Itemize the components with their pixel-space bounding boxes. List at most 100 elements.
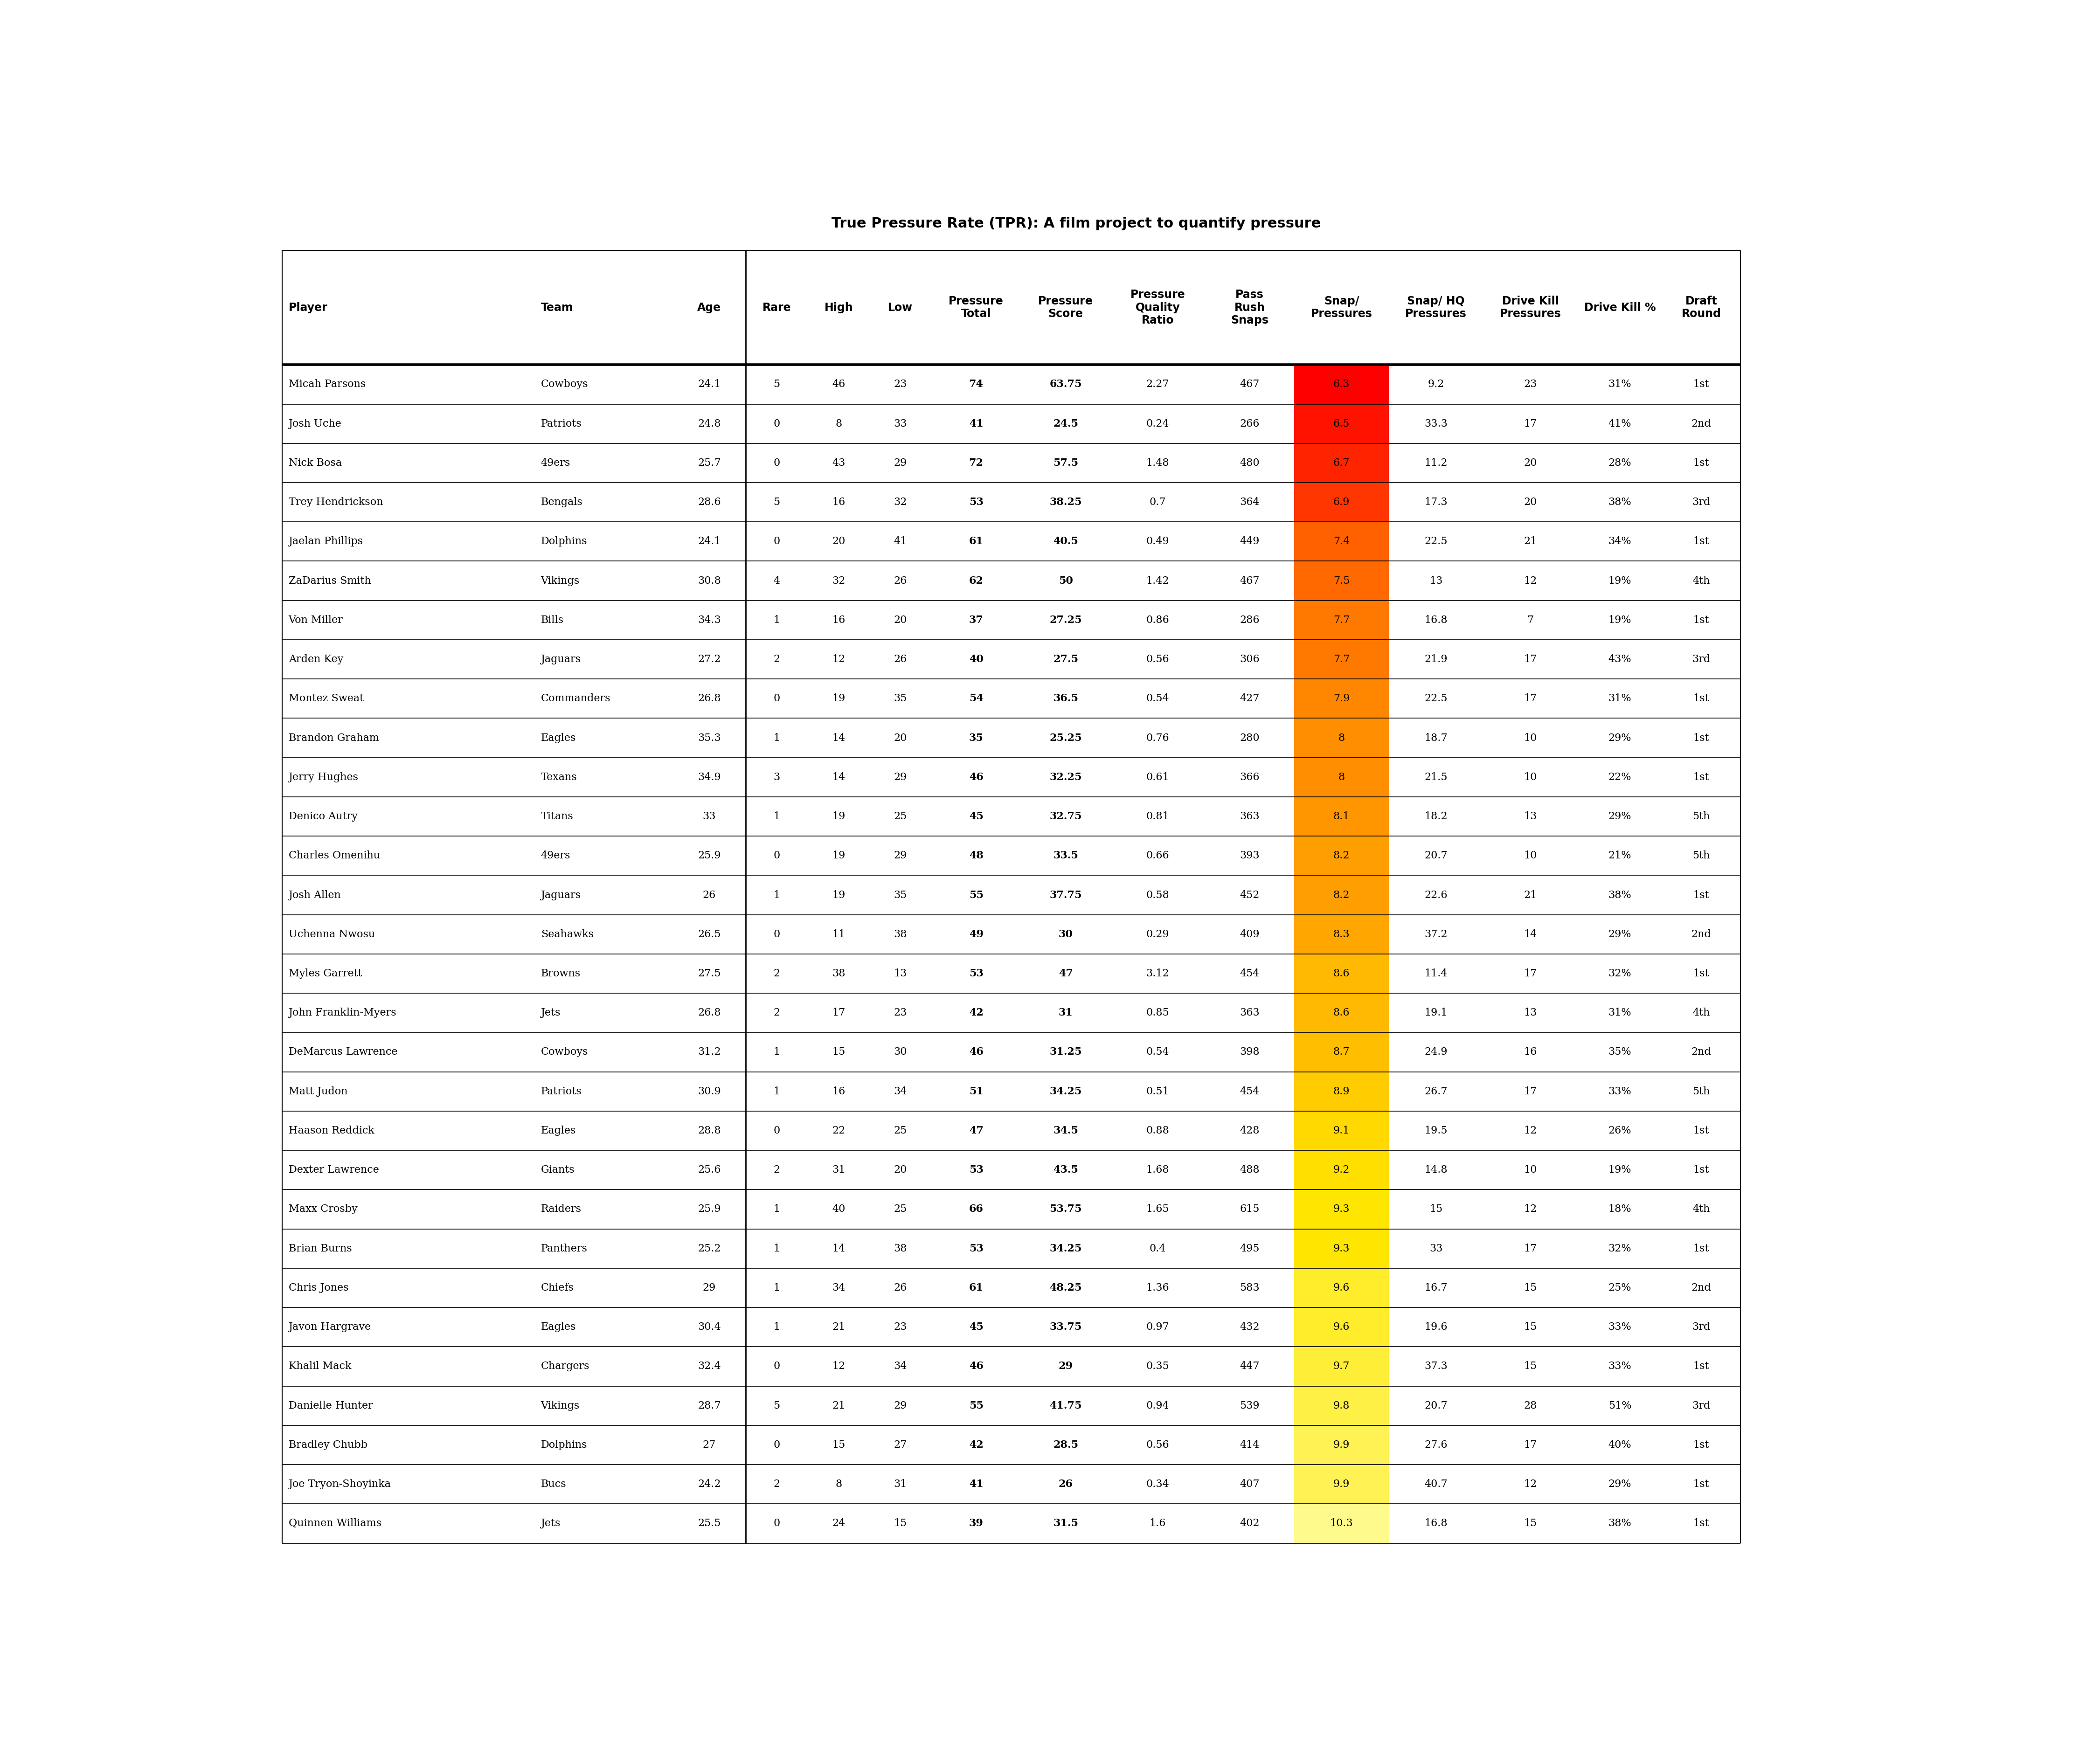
Text: 34%: 34% (1609, 537, 1632, 547)
Text: 57.5: 57.5 (1052, 458, 1077, 469)
Text: 27.25: 27.25 (1050, 616, 1082, 624)
Text: Patriots: Patriots (542, 418, 582, 429)
Text: 29: 29 (895, 458, 907, 469)
Text: 7.4: 7.4 (1334, 537, 1350, 547)
Text: True Pressure Rate (TPR): A film project to quantify pressure: True Pressure Rate (TPR): A film project… (832, 217, 1321, 231)
Text: 0.35: 0.35 (1147, 1361, 1170, 1371)
Text: Chris Jones: Chris Jones (288, 1282, 349, 1293)
Text: 6.5: 6.5 (1334, 418, 1350, 429)
Text: 53: 53 (968, 1244, 983, 1254)
Text: Browns: Browns (542, 969, 580, 979)
Text: 29: 29 (895, 850, 907, 861)
Text: 495: 495 (1239, 1244, 1260, 1254)
Text: 0: 0 (773, 850, 779, 861)
Text: 3rd: 3rd (1693, 497, 1709, 507)
Text: 17: 17 (1525, 654, 1537, 665)
Bar (1294, 1347, 1388, 1385)
Text: Patriots: Patriots (542, 1086, 582, 1097)
Text: 1st: 1st (1693, 1439, 1709, 1450)
Text: 18.2: 18.2 (1424, 812, 1447, 822)
Text: 14: 14 (832, 1244, 844, 1254)
Text: 38%: 38% (1609, 497, 1632, 507)
Text: 16.7: 16.7 (1424, 1282, 1447, 1293)
Text: 45: 45 (968, 1322, 983, 1333)
Text: Low: Low (888, 303, 914, 313)
Text: 25: 25 (895, 1126, 907, 1135)
Text: 454: 454 (1239, 969, 1260, 979)
Text: 25%: 25% (1609, 1282, 1632, 1293)
Text: 14: 14 (832, 771, 844, 782)
Text: Quinnen Williams: Quinnen Williams (288, 1518, 382, 1529)
Text: 15: 15 (1525, 1282, 1537, 1293)
Text: 364: 364 (1239, 497, 1260, 507)
Text: 19%: 19% (1609, 616, 1632, 624)
Text: 0.56: 0.56 (1147, 654, 1170, 665)
Text: 34.25: 34.25 (1050, 1086, 1082, 1097)
Text: 13: 13 (1525, 1007, 1537, 1018)
Text: 6.9: 6.9 (1334, 497, 1350, 507)
Text: 55: 55 (968, 890, 983, 901)
Text: 0.76: 0.76 (1147, 733, 1170, 743)
Text: 41%: 41% (1609, 418, 1632, 429)
Text: 8.3: 8.3 (1334, 929, 1350, 939)
Text: Eagles: Eagles (542, 1322, 575, 1333)
Text: 1: 1 (773, 1244, 779, 1254)
Text: 26: 26 (704, 890, 716, 901)
Text: 29: 29 (704, 1282, 716, 1293)
Text: 21: 21 (1525, 537, 1537, 547)
Text: 11.4: 11.4 (1424, 969, 1447, 979)
Text: 55: 55 (968, 1401, 983, 1411)
Text: 4: 4 (773, 575, 779, 586)
Bar (1294, 1268, 1388, 1308)
Text: Giants: Giants (542, 1165, 575, 1175)
Text: 19.1: 19.1 (1424, 1007, 1447, 1018)
Text: 17: 17 (1525, 1086, 1537, 1097)
Text: 23: 23 (895, 1322, 907, 1333)
Text: 2: 2 (773, 1480, 779, 1490)
Text: 3rd: 3rd (1693, 1401, 1709, 1411)
Text: 0.85: 0.85 (1147, 1007, 1170, 1018)
Text: 12: 12 (832, 654, 844, 665)
Text: 1st: 1st (1693, 1480, 1709, 1490)
Text: 2nd: 2nd (1691, 1048, 1712, 1058)
Text: 31.2: 31.2 (697, 1048, 720, 1058)
Text: 40.7: 40.7 (1424, 1480, 1447, 1490)
Text: 393: 393 (1239, 850, 1260, 861)
Text: 27: 27 (704, 1439, 716, 1450)
Text: Team: Team (542, 303, 573, 313)
Text: 1.68: 1.68 (1147, 1165, 1170, 1175)
Text: 2: 2 (773, 969, 779, 979)
Text: 9.2: 9.2 (1334, 1165, 1350, 1175)
Text: 10: 10 (1525, 733, 1537, 743)
Text: 409: 409 (1239, 929, 1260, 939)
Text: 31%: 31% (1609, 380, 1632, 390)
Text: 0.81: 0.81 (1147, 812, 1170, 822)
Text: 20: 20 (895, 616, 907, 624)
Text: Titans: Titans (542, 812, 573, 822)
Text: 27.6: 27.6 (1424, 1439, 1447, 1450)
Text: 24.1: 24.1 (697, 537, 720, 547)
Text: 14.8: 14.8 (1424, 1165, 1447, 1175)
Text: 19%: 19% (1609, 1165, 1632, 1175)
Text: 26: 26 (1058, 1480, 1073, 1490)
Text: 46: 46 (968, 1048, 983, 1058)
Text: 17: 17 (1525, 1244, 1537, 1254)
Text: 7.9: 7.9 (1334, 694, 1350, 703)
Text: 15: 15 (832, 1439, 844, 1450)
Bar (1294, 798, 1388, 836)
Text: Matt Judon: Matt Judon (288, 1086, 346, 1097)
Text: 34.3: 34.3 (697, 616, 720, 624)
Text: 454: 454 (1239, 1086, 1260, 1097)
Text: 31%: 31% (1609, 694, 1632, 703)
Text: Uchenna Nwosu: Uchenna Nwosu (288, 929, 376, 939)
Text: Myles Garrett: Myles Garrett (288, 969, 361, 979)
Text: 61: 61 (968, 537, 983, 547)
Text: Maxx Crosby: Maxx Crosby (288, 1203, 357, 1214)
Text: 24.5: 24.5 (1052, 418, 1077, 429)
Text: 15: 15 (1525, 1518, 1537, 1529)
Text: Brandon Graham: Brandon Graham (288, 733, 378, 743)
Text: 9.8: 9.8 (1334, 1401, 1350, 1411)
Text: 34: 34 (895, 1086, 907, 1097)
Text: Dolphins: Dolphins (542, 1439, 588, 1450)
Text: 8.2: 8.2 (1334, 890, 1350, 901)
